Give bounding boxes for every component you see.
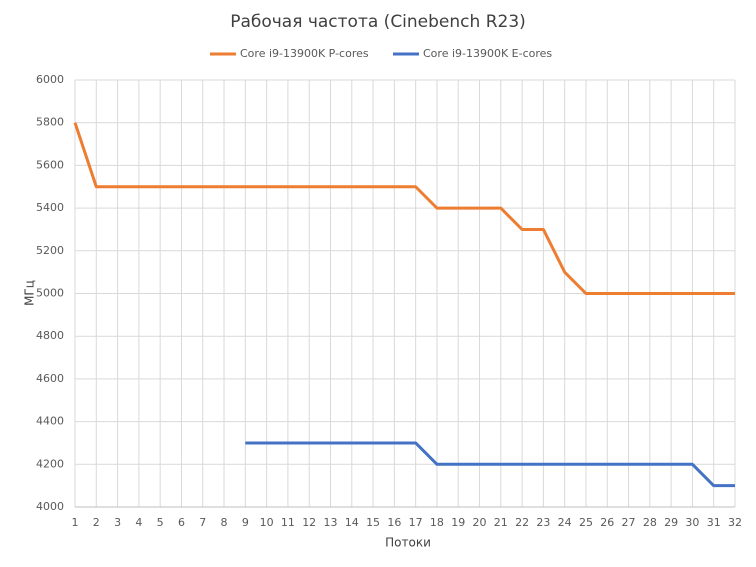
y-tick-label: 4200	[36, 457, 64, 470]
y-tick-label: 4400	[36, 415, 64, 428]
x-tick-label: 25	[579, 516, 593, 529]
x-tick-label: 11	[281, 516, 295, 529]
x-tick-label: 30	[685, 516, 699, 529]
x-tick-label: 26	[600, 516, 614, 529]
y-tick-label: 4600	[36, 372, 64, 385]
x-tick-label: 21	[494, 516, 508, 529]
x-tick-label: 20	[473, 516, 487, 529]
y-tick-label: 5200	[36, 244, 64, 257]
y-tick-label: 5000	[36, 287, 64, 300]
x-tick-label: 13	[323, 516, 337, 529]
x-tick-label: 10	[260, 516, 274, 529]
x-tick-label: 16	[387, 516, 401, 529]
series-line	[245, 441, 735, 488]
x-tick-label: 5	[157, 516, 164, 529]
series-line	[73, 122, 735, 295]
y-tick-label: 4800	[36, 329, 64, 342]
x-tick-label: 15	[366, 516, 380, 529]
legend-label: Core i9-13900K P-cores	[240, 47, 369, 60]
legend-label: Core i9-13900K E-cores	[423, 47, 552, 60]
x-axis-title: Потоки	[385, 536, 431, 550]
x-tick-label: 2	[93, 516, 100, 529]
x-tick-label: 9	[242, 516, 249, 529]
y-axis-title: МГц	[23, 280, 37, 306]
x-tick-label: 17	[409, 516, 423, 529]
x-tick-label: 29	[664, 516, 678, 529]
y-tick-label: 5600	[36, 158, 64, 171]
x-tick-label: 1	[72, 516, 79, 529]
x-tick-label: 6	[178, 516, 185, 529]
x-tick-label: 24	[558, 516, 572, 529]
x-tick-label: 14	[345, 516, 359, 529]
x-tick-label: 32	[728, 516, 742, 529]
x-tick-label: 31	[707, 516, 721, 529]
y-tick-label: 4000	[36, 500, 64, 513]
x-tick-label: 12	[302, 516, 316, 529]
x-tick-label: 19	[451, 516, 465, 529]
x-tick-label: 22	[515, 516, 529, 529]
y-tick-label: 5800	[36, 116, 64, 129]
chart-title: Рабочая частота (Cinebench R23)	[230, 12, 526, 32]
x-tick-label: 23	[536, 516, 550, 529]
y-tick-label: 6000	[36, 73, 64, 86]
x-tick-label: 4	[135, 516, 142, 529]
x-tick-label: 3	[114, 516, 121, 529]
x-tick-label: 7	[199, 516, 206, 529]
x-tick-label: 18	[430, 516, 444, 529]
x-tick-label: 8	[221, 516, 228, 529]
x-tick-label: 28	[643, 516, 657, 529]
y-tick-label: 5400	[36, 201, 64, 214]
x-tick-label: 27	[622, 516, 636, 529]
